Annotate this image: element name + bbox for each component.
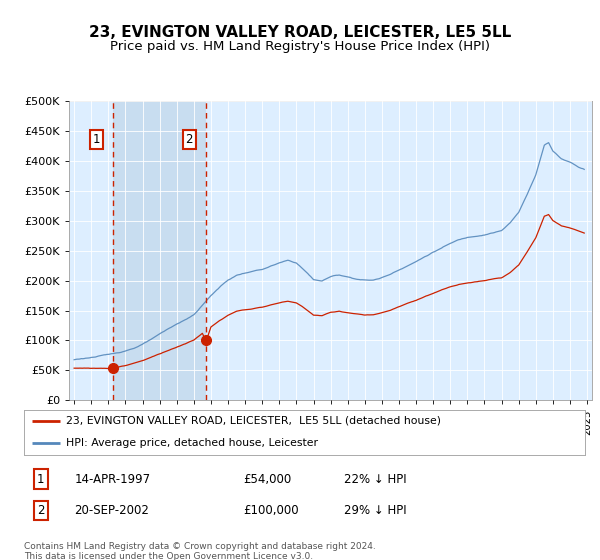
Text: Price paid vs. HM Land Registry's House Price Index (HPI): Price paid vs. HM Land Registry's House … [110,40,490,53]
Bar [113,101,206,400]
Text: £54,000: £54,000 [243,473,291,486]
Text: 14-APR-1997: 14-APR-1997 [74,473,151,486]
Text: 2: 2 [37,504,44,517]
Text: 23, EVINGTON VALLEY ROAD, LEICESTER,  LE5 5LL (detached house): 23, EVINGTON VALLEY ROAD, LEICESTER, LE5… [66,416,441,426]
Text: 1: 1 [37,473,44,486]
Text: 20-SEP-2002: 20-SEP-2002 [74,504,149,517]
Text: 23, EVINGTON VALLEY ROAD, LEICESTER, LE5 5LL: 23, EVINGTON VALLEY ROAD, LEICESTER, LE5… [89,25,511,40]
Text: Contains HM Land Registry data © Crown copyright and database right 2024.
This d: Contains HM Land Registry data © Crown c… [24,542,376,560]
Text: HPI: Average price, detached house, Leicester: HPI: Average price, detached house, Leic… [66,438,318,448]
Text: £100,000: £100,000 [243,504,298,517]
Text: 22% ↓ HPI: 22% ↓ HPI [344,473,406,486]
Text: 2: 2 [185,133,193,146]
Text: 1: 1 [92,133,100,146]
Text: 29% ↓ HPI: 29% ↓ HPI [344,504,406,517]
